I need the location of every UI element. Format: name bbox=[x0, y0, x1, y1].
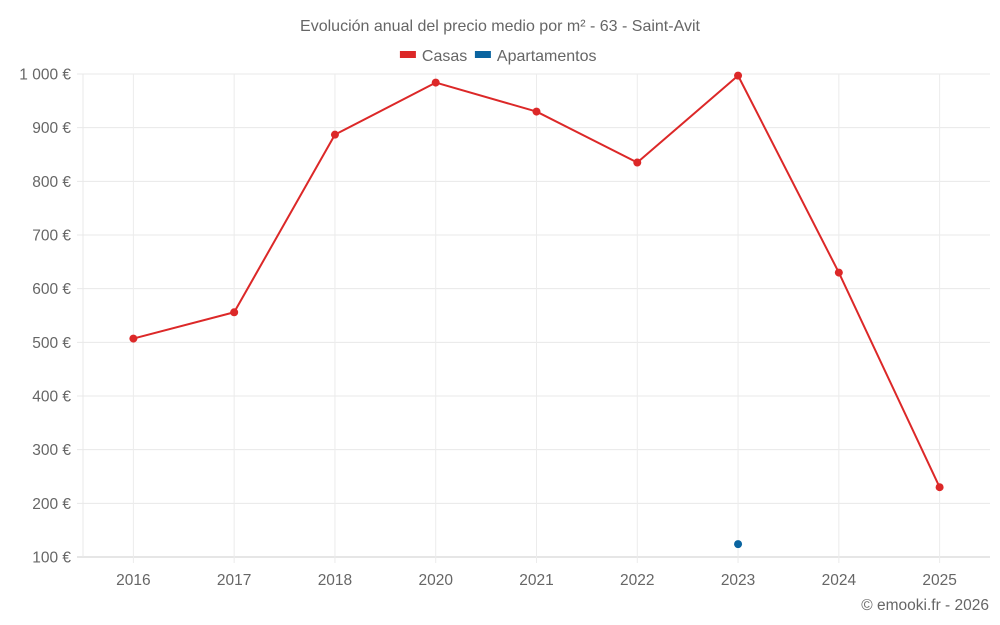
data-point[interactable] bbox=[431, 78, 440, 87]
x-tick-label: 2020 bbox=[418, 572, 453, 589]
y-tick-label: 600 € bbox=[32, 281, 71, 298]
data-point[interactable] bbox=[734, 71, 743, 80]
data-point[interactable] bbox=[734, 540, 743, 549]
y-axis: 100 € 200 € 300 € 400 € 500 € 600 € 700 € 800 €… bbox=[19, 67, 71, 567]
x-tick-label: 2017 bbox=[217, 572, 251, 589]
x-tick-label: 2022 bbox=[620, 572, 654, 589]
y-tick-label: 1 000 € bbox=[19, 67, 71, 84]
data-point[interactable] bbox=[935, 483, 944, 492]
x-tick-label: 2025 bbox=[922, 572, 956, 589]
y-tick-label: 100 € bbox=[32, 550, 71, 567]
data-point[interactable] bbox=[330, 130, 339, 139]
y-tick-label: 800 € bbox=[32, 174, 71, 191]
data-point[interactable] bbox=[230, 308, 239, 317]
legend: Casas Apartamentos bbox=[399, 48, 597, 65]
data-point[interactable] bbox=[633, 158, 642, 167]
data-point[interactable] bbox=[834, 268, 843, 277]
y-tick-label: 900 € bbox=[32, 120, 71, 137]
data-point[interactable] bbox=[129, 334, 138, 343]
y-tick-label: 300 € bbox=[32, 442, 71, 459]
data-point[interactable] bbox=[532, 107, 541, 116]
credit-text: © emooki.fr - 2026 bbox=[861, 597, 989, 614]
x-tick-label: 2023 bbox=[721, 572, 755, 589]
y-tick-label: 400 € bbox=[32, 389, 71, 406]
chart-title: Evolución anual del precio medio por m² … bbox=[300, 18, 700, 35]
series-layer bbox=[129, 71, 944, 549]
y-tick-label: 200 € bbox=[32, 496, 71, 513]
x-tick-label: 2018 bbox=[318, 572, 352, 589]
legend-swatch-icon bbox=[399, 51, 416, 58]
legend-label: Casas bbox=[422, 48, 467, 65]
x-tick-label: 2016 bbox=[116, 572, 150, 589]
x-axis: 2016 2017 2018 2020 2021 2022 2023 2024 2025 bbox=[116, 572, 957, 589]
grid bbox=[77, 73, 990, 563]
y-tick-label: 500 € bbox=[32, 335, 71, 352]
legend-swatch-icon bbox=[474, 51, 491, 58]
x-tick-label: 2024 bbox=[822, 572, 857, 589]
legend-item-apartamentos[interactable]: Apartamentos bbox=[474, 48, 597, 65]
y-tick-label: 700 € bbox=[32, 228, 71, 245]
legend-label: Apartamentos bbox=[497, 48, 597, 65]
legend-item-casas[interactable]: Casas bbox=[399, 48, 467, 65]
x-tick-label: 2021 bbox=[519, 572, 553, 589]
